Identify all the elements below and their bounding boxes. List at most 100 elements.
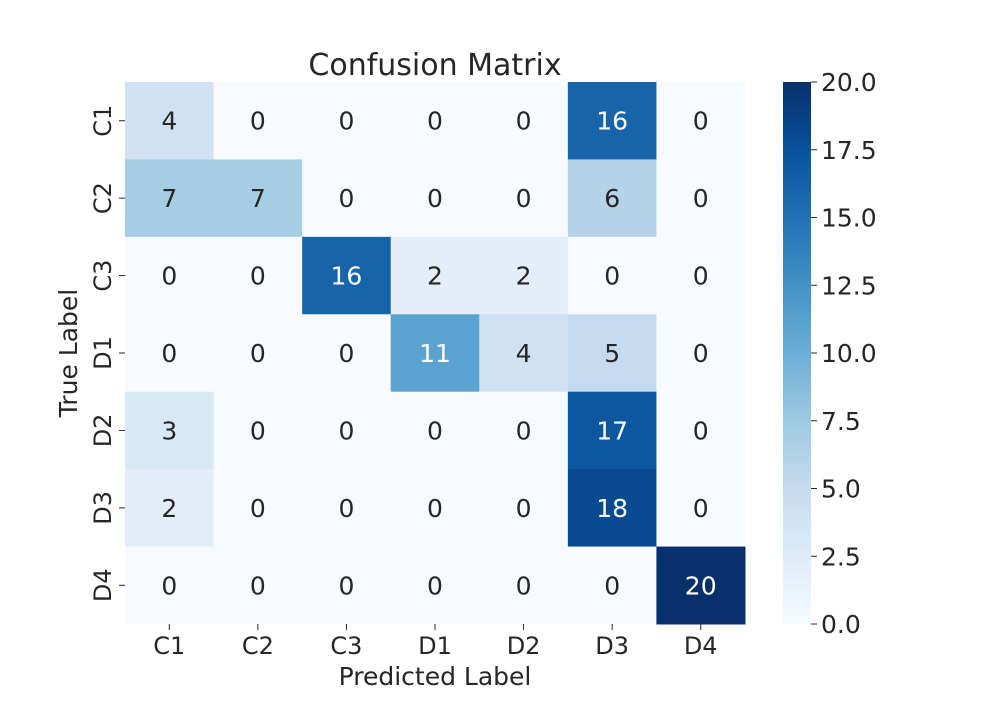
heatmap-cell-C3-C2 — [213, 236, 303, 315]
cell-value-label: 20 — [685, 571, 717, 600]
cell-value-label: 7 — [250, 184, 266, 213]
heatmap-cell-D1-D2 — [479, 314, 569, 393]
heatmap-cell-C3-D4 — [656, 236, 746, 315]
cell-value-label: 5 — [604, 339, 620, 368]
heatmap-cell-D4-C2 — [213, 546, 303, 625]
heatmap-cell-D2-D1 — [390, 391, 480, 470]
y-tick-label: C2 — [89, 182, 117, 214]
colorbar-tick-label: 2.5 — [821, 542, 861, 571]
heatmap-cell-D1-D4 — [656, 314, 746, 393]
cell-value-label: 0 — [250, 571, 266, 600]
cell-value-label: 0 — [338, 416, 354, 445]
cell-value-label: 0 — [427, 107, 443, 136]
cell-value-label: 0 — [516, 416, 532, 445]
y-tick-label: D3 — [89, 491, 117, 525]
heatmap-cell-C2-C3 — [302, 159, 392, 238]
x-tick-label: D4 — [684, 632, 718, 660]
heatmap-cell-D3-C3 — [302, 469, 392, 548]
cell-value-label: 17 — [596, 416, 628, 445]
colorbar: 0.0 2.5 5.0 7.5 10.0 12.5 15.0 17.5 20.0 — [783, 68, 877, 639]
heatmap-cell-D1-C1 — [125, 314, 215, 393]
cell-value-label: 0 — [338, 184, 354, 213]
cell-value-label: 0 — [250, 262, 266, 291]
heatmap-cell-C2-D3 — [567, 159, 657, 238]
cell-value-label: 0 — [250, 339, 266, 368]
cell-value-label: 4 — [161, 107, 177, 136]
colorbar-tick-label: 15.0 — [821, 204, 877, 233]
heatmap-cell-C3-C3 — [302, 236, 392, 315]
cell-value-label: 0 — [427, 571, 443, 600]
y-axis-ticks: C1 C2 C3 D1 D2 D3 D4 — [89, 105, 125, 602]
x-tick-label: C1 — [153, 632, 185, 660]
heatmap-cell-C1-D3 — [567, 82, 657, 160]
colorbar-tick-label: 7.5 — [821, 407, 861, 436]
heatmap-cell-D4-C1 — [125, 546, 215, 625]
cell-value-label: 0 — [161, 339, 177, 368]
heatmap-cell-C3-D3 — [567, 236, 657, 315]
cell-value-label: 0 — [693, 494, 709, 523]
cell-value-label: 0 — [427, 494, 443, 523]
heatmap-cell-C3-C1 — [125, 236, 215, 315]
heatmap-cell-C1-D1 — [390, 82, 480, 160]
heatmap-cell-D1-D3 — [567, 314, 657, 393]
cell-value-label: 0 — [693, 184, 709, 213]
colorbar-tick-label: 0.0 — [821, 610, 861, 639]
cell-value-label: 0 — [250, 416, 266, 445]
cell-value-label: 0 — [516, 571, 532, 600]
heatmap-cell-D4-D4 — [656, 546, 746, 625]
heatmap-cell-D3-D3 — [567, 469, 657, 548]
cell-value-label: 0 — [604, 262, 620, 291]
cell-value-label: 0 — [604, 571, 620, 600]
x-axis-ticks: C1 C2 C3 D1 D2 D3 D4 — [153, 624, 718, 660]
cell-value-label: 0 — [693, 262, 709, 291]
y-tick-label: D2 — [89, 414, 117, 448]
cell-value-label: 16 — [331, 262, 363, 291]
colorbar-tick-label: 17.5 — [821, 136, 877, 165]
x-tick-label: D1 — [418, 632, 452, 660]
heatmap-cell-C2-D2 — [479, 159, 569, 238]
chart-title: Confusion Matrix — [308, 48, 561, 83]
cell-value-label: 0 — [516, 184, 532, 213]
cell-value-label: 2 — [516, 262, 532, 291]
heatmap-cell-D2-C3 — [302, 391, 392, 470]
colorbar-tick-label: 10.0 — [821, 339, 877, 368]
cell-value-label: 6 — [604, 184, 620, 213]
cell-value-label: 0 — [338, 107, 354, 136]
colorbar-gradient — [783, 82, 811, 624]
cell-value-label: 18 — [596, 494, 628, 523]
heatmap-cell-D2-D4 — [656, 391, 746, 470]
heatmap-cell-C2-D1 — [390, 159, 480, 238]
cell-value-label: 0 — [338, 571, 354, 600]
x-axis-label: Predicted Label — [339, 662, 532, 691]
heatmap-cell-D4-C3 — [302, 546, 392, 625]
y-axis-label: True Label — [54, 289, 83, 419]
heatmap-cell-D2-D2 — [479, 391, 569, 470]
cell-value-label: 0 — [250, 107, 266, 136]
heatmap-cell-D2-D3 — [567, 391, 657, 470]
cell-value-labels: 4 0 0 0 0 16 07 7 0 0 0 6 00 0 16 2 2 0 00 0 0 11 4 5 03 0 0 0 0 17 02… — [161, 107, 716, 601]
cell-value-label: 11 — [419, 339, 451, 368]
cell-value-label: 2 — [161, 494, 177, 523]
y-tick-label: D1 — [89, 336, 117, 370]
heatmap-cell-C2-D4 — [656, 159, 746, 238]
heatmap-cell-D1-D1 — [390, 314, 480, 393]
heatmap-cell-D4-D1 — [390, 546, 480, 625]
cell-value-label: 7 — [161, 184, 177, 213]
cell-value-label: 0 — [161, 262, 177, 291]
heatmap-cell-D1-C2 — [213, 314, 303, 393]
heatmap-cell-D1-C3 — [302, 314, 392, 393]
cell-value-label: 4 — [516, 339, 532, 368]
cell-value-label: 0 — [338, 339, 354, 368]
x-tick-label: C3 — [330, 632, 362, 660]
heatmap-cell-D3-C2 — [213, 469, 303, 548]
heatmap-cell-C1-D2 — [479, 82, 569, 160]
colorbar-tick-label: 20.0 — [821, 68, 877, 97]
x-tick-label: D2 — [507, 632, 541, 660]
cell-value-label: 0 — [427, 184, 443, 213]
heatmap-cell-D3-D2 — [479, 469, 569, 548]
cell-value-label: 0 — [338, 494, 354, 523]
cell-value-label: 0 — [693, 339, 709, 368]
colorbar-tick-label: 5.0 — [821, 475, 861, 504]
heatmap-cells — [125, 82, 746, 625]
